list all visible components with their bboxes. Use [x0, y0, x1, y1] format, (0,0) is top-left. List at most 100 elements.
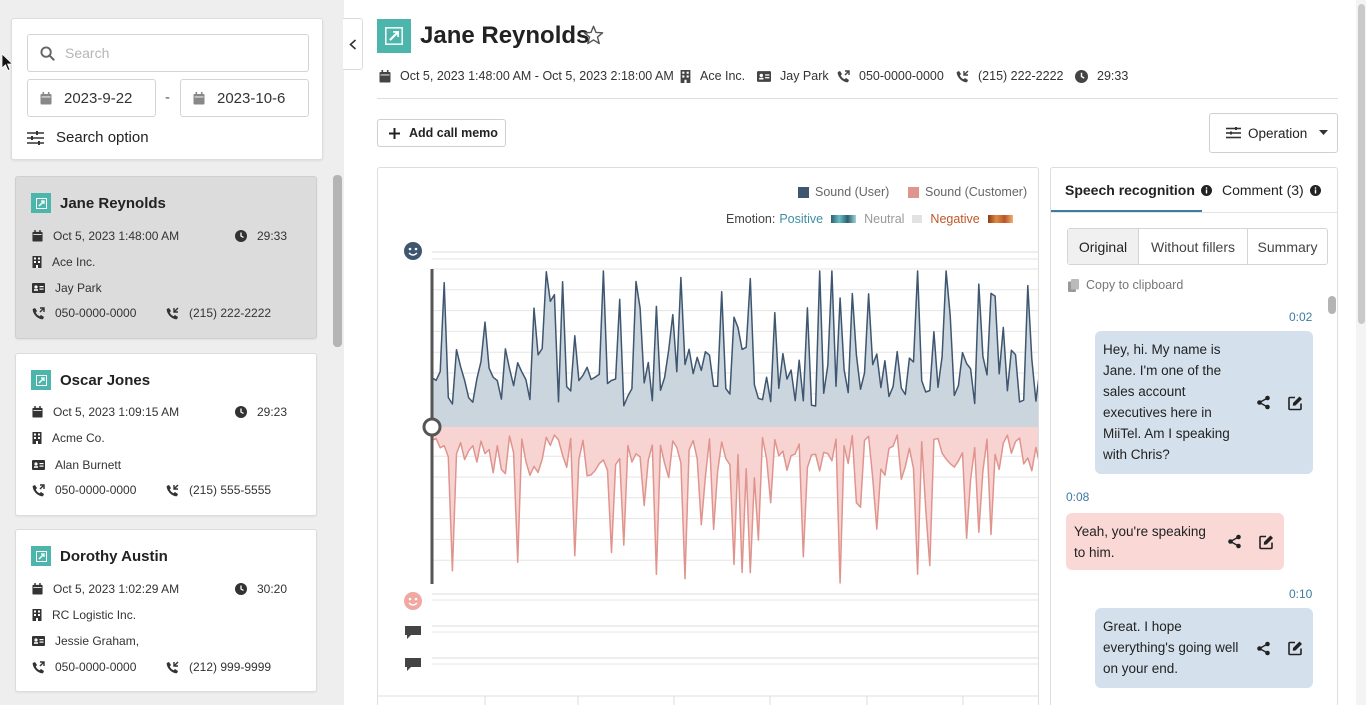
message-text: Hey, hi. My name is Jane. I'm one of the… — [1103, 342, 1230, 462]
meta-duration: 29:33 — [1075, 68, 1128, 84]
info-icon — [1200, 184, 1212, 196]
call-list-scrollbar[interactable] — [333, 175, 342, 347]
tab-comment[interactable]: Comment (3) — [1222, 182, 1321, 198]
playhead-handle — [422, 417, 442, 437]
call-list-panel: 2023-9-22 - 2023-10-6 Search option Jane… — [0, 0, 344, 705]
call-duration: 30:20 — [257, 582, 288, 596]
message-text: Great. I hope everything's going well on… — [1103, 619, 1239, 676]
clock-icon — [235, 230, 247, 242]
clock-icon — [1075, 69, 1088, 83]
user-emotion-icon — [404, 242, 422, 260]
legend-user-swatch — [798, 186, 809, 198]
copy-icon — [1068, 278, 1079, 292]
search-box[interactable] — [27, 34, 309, 72]
date-from-field[interactable]: 2023-9-22 — [27, 79, 156, 117]
meta-company-text: Ace Inc. — [700, 69, 746, 83]
mouse-cursor-icon — [2, 54, 14, 72]
calendar-icon — [32, 583, 43, 595]
call-type-icon — [31, 370, 51, 390]
collapse-panel-button[interactable] — [343, 18, 363, 70]
call-user: Alan Burnett — [55, 458, 122, 472]
calendar-icon — [40, 91, 52, 104]
share-icon[interactable] — [1257, 641, 1270, 655]
user-emotion-icon-mouth — [408, 252, 418, 256]
building-icon — [32, 256, 42, 268]
operation-label: Operation — [1248, 125, 1308, 141]
comment-bubble-icon — [405, 626, 421, 639]
copy-to-clipboard-button[interactable]: Copy to clipboard — [1068, 278, 1183, 292]
emotion-neutral-label: Neutral — [864, 212, 905, 226]
emotion-label: Emotion: — [726, 212, 776, 226]
meta-user: Jay Park — [757, 68, 829, 84]
window-scrollbar-track — [1356, 0, 1366, 705]
search-input[interactable] — [65, 45, 295, 61]
transcript-mode-toggle: Original Without fillers Summary — [1067, 228, 1328, 265]
date-to-field[interactable]: 2023-10-6 — [180, 79, 309, 117]
customer-emotion-icon — [404, 592, 422, 610]
call-card[interactable]: Dorothy Austin Oct 5, 2023 1:02:29 AM 30… — [15, 529, 317, 692]
call-type-icon — [31, 193, 51, 213]
legend-customer-label: Sound (Customer) — [925, 185, 1028, 199]
legend-user-label: Sound (User) — [815, 185, 890, 199]
transcript-scrollbar[interactable] — [1328, 296, 1336, 314]
search-option-label: Search option — [56, 129, 149, 146]
meta-datetime-range: Oct 5, 2023 1:48:00 AM - Oct 5, 2023 2:1… — [400, 69, 674, 83]
header-divider — [377, 98, 1338, 99]
edit-icon[interactable] — [1288, 641, 1303, 656]
calendar-icon — [32, 230, 43, 242]
message-bubble-user: Hey, hi. My name is Jane. I'm one of the… — [1095, 331, 1313, 474]
building-icon — [32, 432, 42, 444]
plus-icon — [389, 127, 400, 139]
search-option-button[interactable]: Search option — [27, 129, 149, 146]
call-from-number: 050-0000-0000 — [55, 660, 137, 674]
star-icon[interactable] — [583, 25, 604, 45]
seg-original-button[interactable]: Original — [1068, 229, 1139, 264]
emotion-negative-swatch — [987, 215, 1013, 223]
customer-emotion-icon-eye — [414, 597, 418, 601]
tab-speech-label: Speech recognition — [1065, 182, 1195, 198]
message-bubble-customer: Yeah, you're speaking to him. — [1066, 513, 1284, 570]
window-scrollbar[interactable] — [1358, 4, 1365, 324]
page-title: Jane Reynolds — [420, 22, 590, 49]
legend-emotion: Emotion: Positive Neutral Negative — [726, 212, 1013, 226]
search-card: 2023-9-22 - 2023-10-6 Search option — [11, 18, 323, 160]
share-icon[interactable] — [1228, 534, 1241, 549]
call-datetime: Oct 5, 2023 1:48:00 AM — [53, 229, 180, 243]
caret-down-icon — [1319, 130, 1329, 135]
legend-customer: Sound (Customer) — [908, 185, 1027, 199]
customer-sound-line — [431, 434, 1038, 584]
tab-speech-recognition[interactable]: Speech recognition — [1065, 182, 1212, 198]
meta-from-text: 050-0000-0000 — [859, 69, 944, 83]
calendar-icon — [193, 91, 205, 104]
phone-incoming-icon — [166, 661, 179, 673]
call-to-number: (212) 999-9999 — [189, 660, 272, 674]
message-text: Yeah, you're speaking to him. — [1074, 524, 1206, 560]
operation-dropdown[interactable]: Operation — [1209, 113, 1338, 153]
legend-customer-swatch — [908, 186, 919, 198]
edit-icon[interactable] — [1259, 534, 1274, 549]
caller-name: Jane Reynolds — [60, 194, 166, 212]
edit-icon[interactable] — [1288, 395, 1303, 410]
caller-name: Dorothy Austin — [60, 547, 168, 565]
seg-summary-button[interactable]: Summary — [1257, 238, 1318, 255]
clock-icon — [235, 406, 247, 418]
meta-company: Ace Inc. — [680, 68, 745, 84]
call-card[interactable]: Oscar Jones Oct 5, 2023 1:09:15 AM 29:23… — [15, 353, 317, 516]
call-company: Ace Inc. — [52, 255, 96, 269]
share-icon[interactable] — [1257, 395, 1270, 410]
call-datetime: Oct 5, 2023 1:09:15 AM — [53, 405, 180, 419]
add-call-memo-button[interactable]: Add call memo — [377, 119, 506, 147]
seg-without-fillers-button[interactable]: Without fillers — [1139, 229, 1248, 264]
call-to-number: (215) 222-2222 — [189, 306, 272, 320]
phone-outgoing-icon — [32, 660, 45, 673]
search-icon — [40, 45, 55, 61]
phone-incoming-icon — [166, 484, 179, 496]
speech-panel: Speech recognition Comment (3) Original … — [1050, 167, 1338, 705]
caller-name: Oscar Jones — [60, 371, 151, 389]
call-card[interactable]: Jane Reynolds Oct 5, 2023 1:48:00 AM 29:… — [15, 176, 317, 339]
customer-emotion-icon-mouth — [408, 602, 418, 606]
message-timestamp: 0:02 — [1289, 310, 1313, 324]
phone-incoming-icon — [956, 70, 969, 82]
emotion-negative-label: Negative — [930, 212, 980, 226]
meta-to-text: (215) 222-2222 — [978, 69, 1064, 83]
